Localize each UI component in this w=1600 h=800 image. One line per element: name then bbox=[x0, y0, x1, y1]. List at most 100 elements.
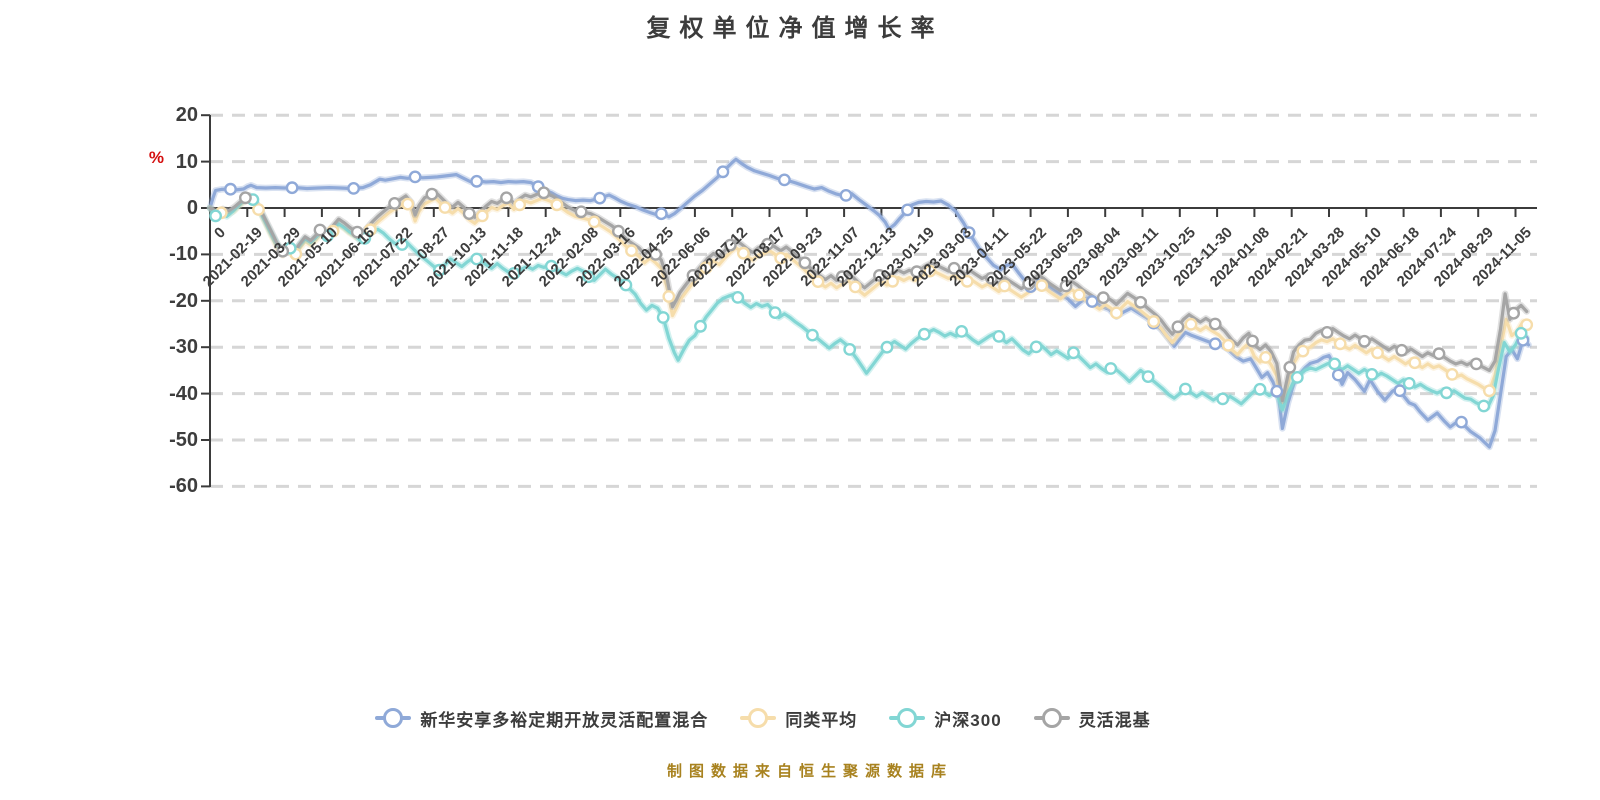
series-marker-2 bbox=[432, 263, 446, 277]
series-marker-3 bbox=[1134, 295, 1148, 309]
series-marker-0 bbox=[1270, 384, 1284, 398]
series-marker-3 bbox=[1395, 343, 1409, 357]
series-marker-3 bbox=[425, 187, 439, 201]
legend-marker-icon bbox=[1041, 708, 1062, 728]
y-tick-label: 10 bbox=[175, 150, 198, 173]
series-marker-1 bbox=[1110, 306, 1123, 320]
legend-label: 灵活混基 bbox=[1078, 710, 1151, 730]
series-marker-3 bbox=[686, 268, 700, 282]
series-marker-1 bbox=[401, 197, 415, 211]
series-marker-2 bbox=[1514, 326, 1528, 340]
legend-label: 沪深300 bbox=[934, 710, 1002, 730]
series-marker-1 bbox=[1333, 337, 1347, 351]
series-marker-0 bbox=[224, 182, 237, 196]
series-marker-3 bbox=[462, 207, 476, 221]
series-marker-3 bbox=[1059, 279, 1073, 293]
series-marker-1 bbox=[1408, 356, 1422, 370]
series-marker-2 bbox=[1402, 376, 1416, 390]
series-marker-1 bbox=[699, 261, 713, 275]
series-line-1 bbox=[208, 196, 1531, 410]
series-marker-1 bbox=[587, 215, 601, 229]
series-marker-1 bbox=[1445, 367, 1459, 381]
series-marker-1 bbox=[1296, 344, 1310, 358]
series-marker-3 bbox=[1469, 357, 1483, 371]
series-marker-0 bbox=[408, 170, 422, 184]
series-marker-1 bbox=[550, 198, 564, 212]
series-marker-2 bbox=[843, 342, 857, 356]
series-marker-2 bbox=[694, 319, 707, 333]
series-marker-0 bbox=[347, 181, 360, 195]
legend-line-icon bbox=[889, 708, 926, 728]
chart-title: 复权单位净值增长率 bbox=[646, 15, 944, 42]
series-marker-3 bbox=[723, 238, 737, 252]
series-marker-2 bbox=[209, 209, 223, 223]
y-tick-label: -50 bbox=[169, 429, 198, 451]
series-marker-2 bbox=[470, 252, 484, 266]
y-axis-unit-label: % bbox=[148, 148, 164, 167]
series-marker-2 bbox=[1216, 392, 1230, 406]
series-marker-2 bbox=[1141, 370, 1155, 383]
series-marker-3 bbox=[1246, 334, 1259, 348]
series-marker-2 bbox=[1365, 367, 1379, 381]
series-marker-0 bbox=[901, 203, 914, 217]
series-marker-2 bbox=[1440, 386, 1453, 400]
series-marker-3 bbox=[947, 261, 961, 275]
series-marker-1 bbox=[1371, 346, 1384, 360]
legend-line-icon bbox=[1033, 708, 1070, 728]
series-marker-2 bbox=[1290, 370, 1304, 384]
series-marker-0 bbox=[1085, 295, 1099, 308]
series-marker-3 bbox=[238, 191, 252, 205]
series-marker-0 bbox=[285, 181, 299, 195]
series-marker-2 bbox=[955, 324, 968, 338]
series-marker-1 bbox=[1184, 317, 1198, 331]
series-marker-3 bbox=[835, 270, 849, 284]
series-marker-1 bbox=[363, 223, 377, 237]
series-marker-1 bbox=[1259, 350, 1273, 364]
series-marker-1 bbox=[1221, 338, 1235, 352]
legend-label: 新华安享多裕定期开放灵活配置混合 bbox=[420, 710, 709, 730]
series-marker-1 bbox=[475, 209, 489, 223]
series-marker-0 bbox=[962, 226, 976, 240]
y-tick-label: -30 bbox=[169, 336, 198, 359]
legend-line-icon bbox=[740, 708, 777, 728]
series-marker-1 bbox=[662, 290, 676, 303]
legend-marker-icon bbox=[748, 708, 769, 728]
series-marker-3 bbox=[1022, 277, 1036, 291]
series-marker-2 bbox=[880, 340, 894, 354]
series-marker-2 bbox=[768, 306, 782, 319]
series-marker-1 bbox=[438, 201, 452, 214]
y-tick-label: 0 bbox=[186, 197, 198, 219]
series-marker-3 bbox=[537, 186, 551, 200]
series-marker-2 bbox=[1253, 382, 1267, 396]
series-marker-2 bbox=[806, 328, 819, 342]
series-marker-1 bbox=[1483, 384, 1496, 398]
series-marker-1 bbox=[811, 275, 825, 288]
series-line-0 bbox=[208, 157, 1531, 449]
y-tick-label: -40 bbox=[169, 382, 198, 405]
series-marker-3 bbox=[761, 237, 774, 251]
legend: 新华安享多裕定期开放灵活配置混合 同类平均 沪深300 灵活混基 bbox=[0, 700, 1526, 736]
series-marker-2 bbox=[656, 311, 670, 324]
series-marker-1 bbox=[848, 280, 862, 294]
series-marker-1 bbox=[998, 279, 1011, 293]
legend-label: 同类平均 bbox=[785, 710, 858, 730]
series-marker-2 bbox=[619, 278, 633, 292]
series-marker-0 bbox=[1208, 337, 1222, 351]
series-marker-2 bbox=[544, 259, 558, 273]
series-marker-3 bbox=[1507, 306, 1521, 320]
series-marker-1 bbox=[252, 203, 265, 216]
series-marker-0 bbox=[778, 173, 791, 187]
series-line-2 bbox=[208, 194, 1529, 412]
series-marker-1 bbox=[1035, 279, 1049, 292]
series-marker-2 bbox=[917, 327, 931, 341]
series-marker-0 bbox=[1455, 415, 1468, 429]
series-marker-3 bbox=[1096, 291, 1110, 305]
series-marker-1 bbox=[737, 246, 750, 260]
series-marker-3 bbox=[612, 224, 625, 238]
series-marker-1 bbox=[1520, 318, 1534, 332]
series-marker-3 bbox=[276, 244, 290, 258]
series-marker-3 bbox=[388, 196, 401, 210]
series-marker-3 bbox=[1208, 317, 1222, 331]
y-tick-label: 20 bbox=[175, 104, 198, 127]
